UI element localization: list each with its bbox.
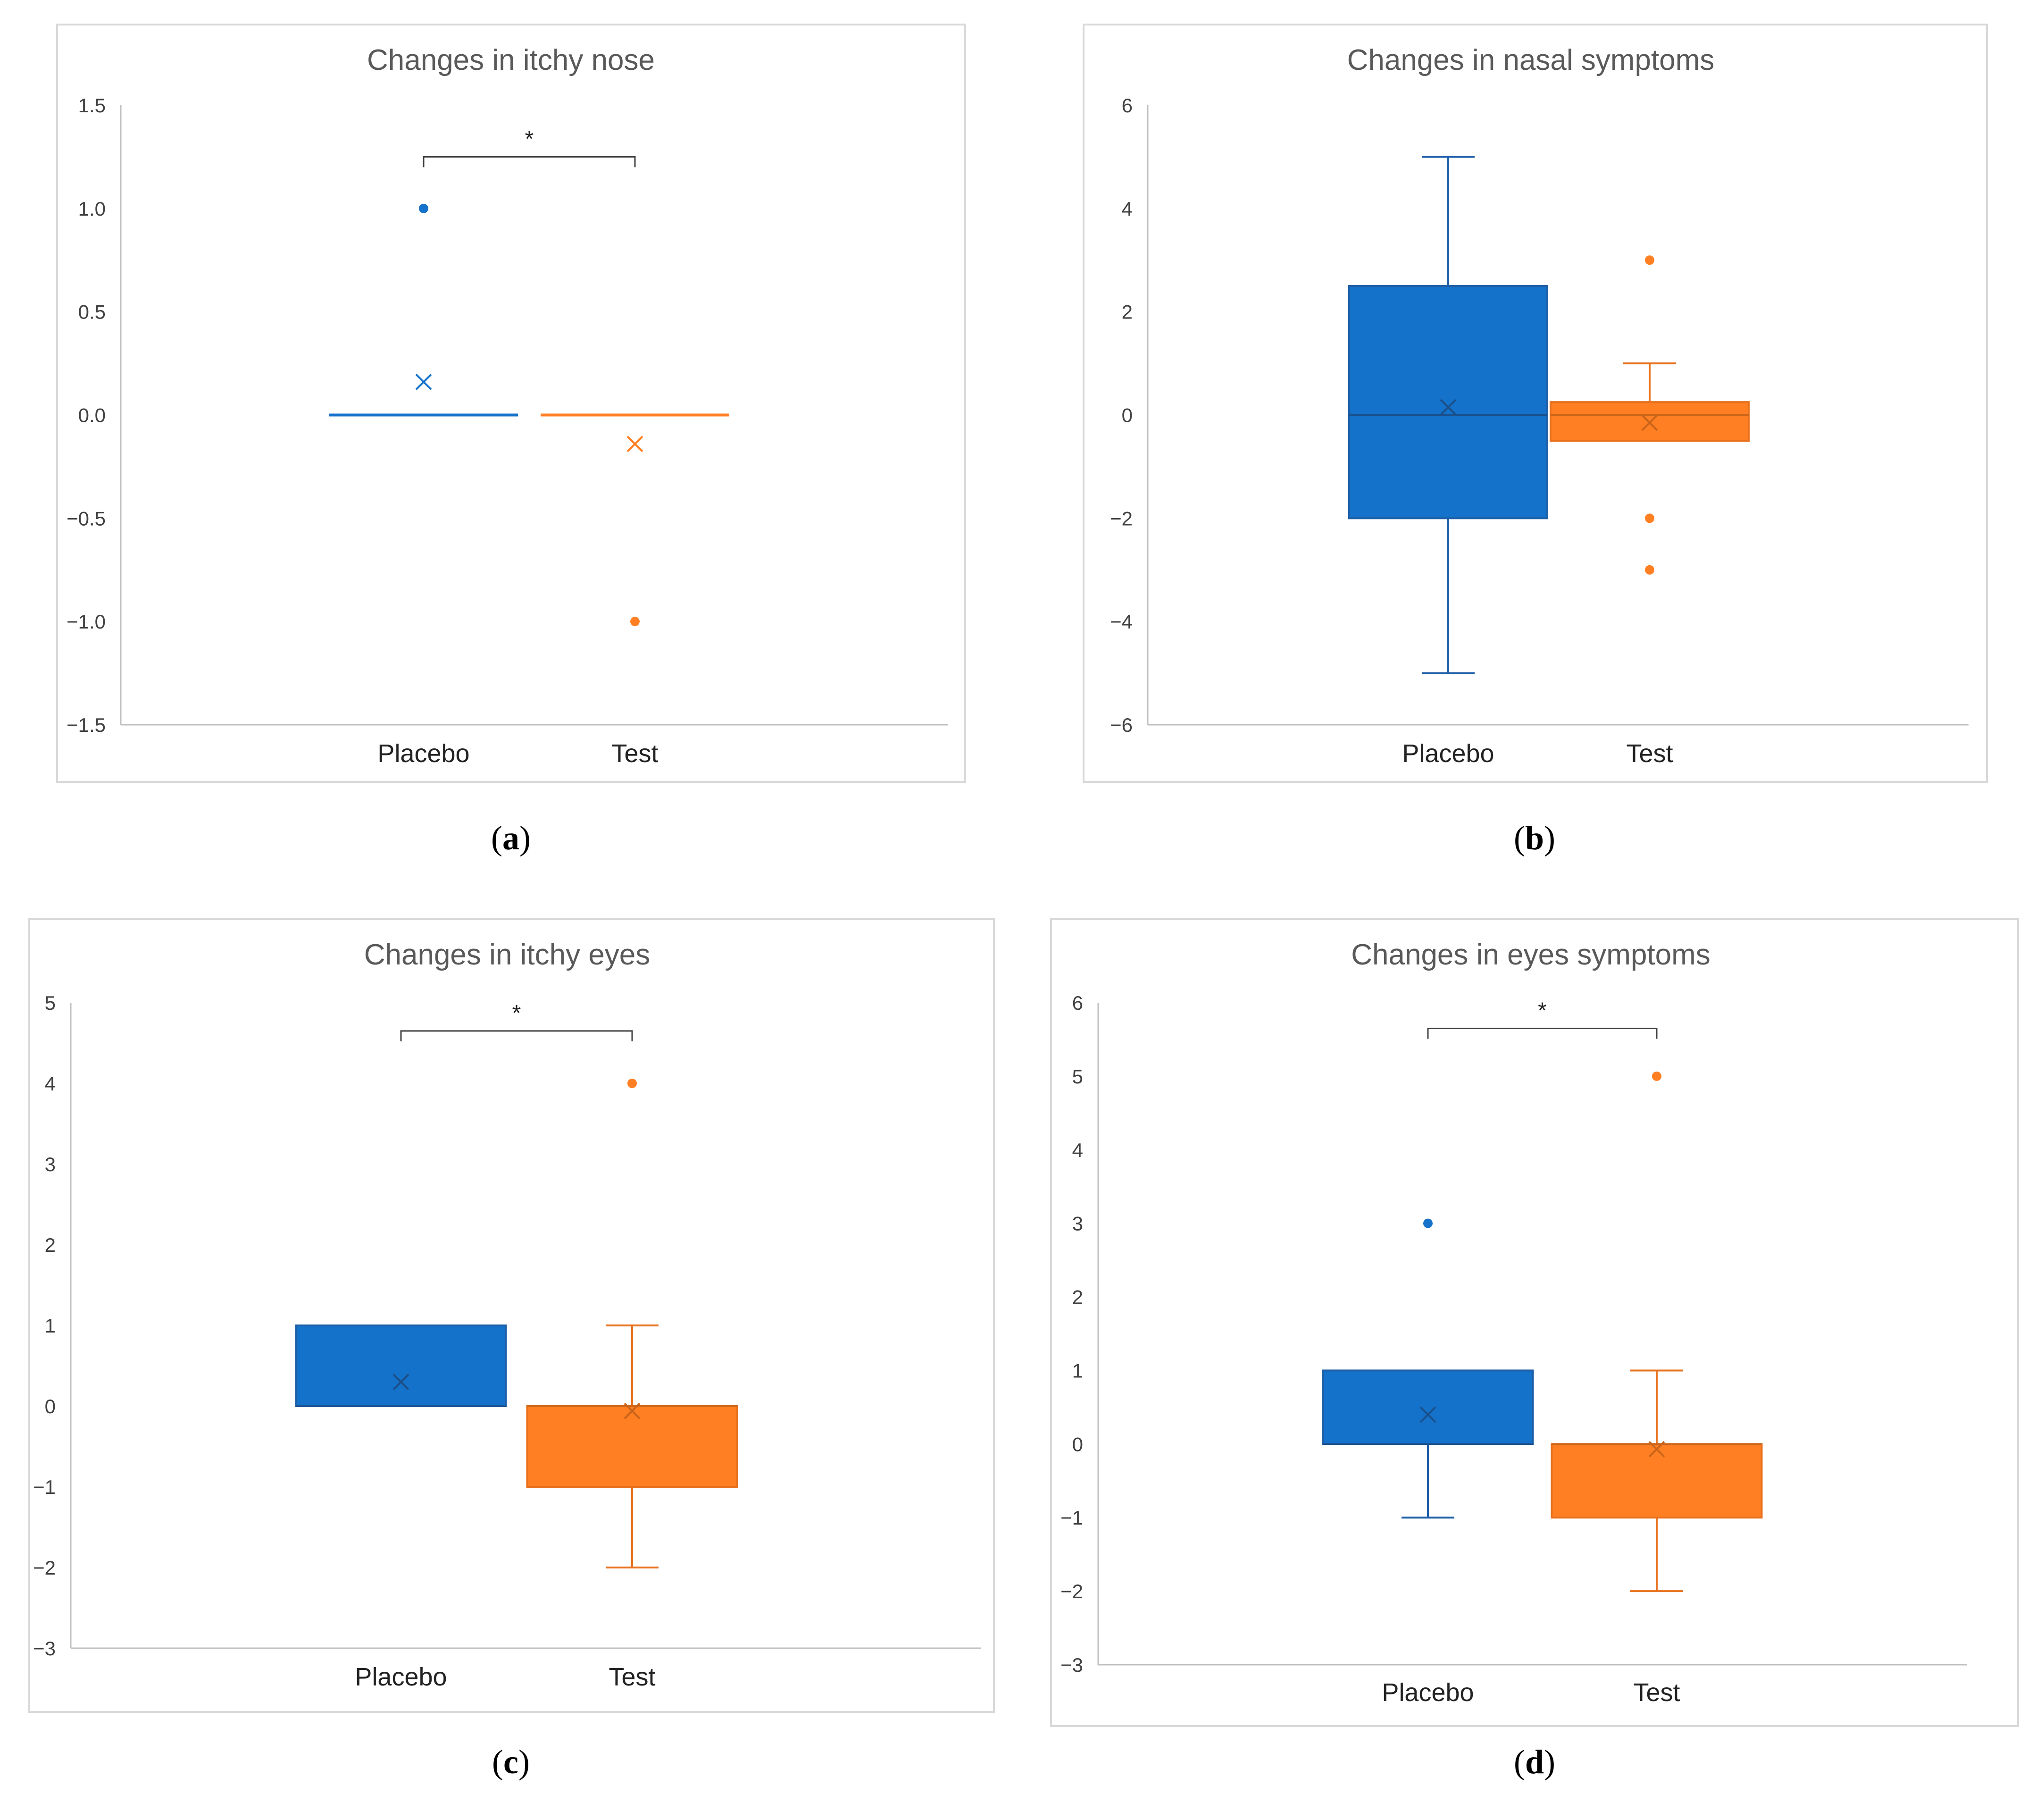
mean-marker: [626, 436, 643, 453]
box-iqr: [1551, 1443, 1763, 1519]
y-tick-label: −1: [1060, 1507, 1083, 1529]
y-tick-label: 5: [45, 992, 56, 1014]
chart-frame: [56, 24, 966, 783]
chart-title: Changes in nasal symptoms: [1347, 44, 1715, 76]
mean-marker: [1641, 414, 1658, 431]
y-tick-label: −3: [1060, 1654, 1083, 1676]
y-tick-label: −4: [1110, 611, 1133, 633]
y-tick-label: 3: [45, 1153, 56, 1175]
significance-star: *: [1538, 998, 1547, 1023]
outlier-point: [1645, 565, 1654, 575]
y-tick-label: −2: [33, 1557, 56, 1579]
x-category-label: Placebo: [1382, 1678, 1474, 1707]
panel-caption: (c): [492, 1743, 530, 1781]
chart-frame: [1050, 918, 2019, 1727]
outlier-point: [630, 617, 640, 627]
panel-a: Changes in itchy nose (a) −1.5 −1.0 −0.5 0.…: [56, 24, 966, 857]
plot-area: −1.5 −1.0 −0.5 0.0 0.5 1.0 1.5 Placebo Test *: [67, 94, 948, 768]
outlier-point: [627, 1079, 637, 1088]
box-iqr: [1348, 285, 1548, 520]
x-category-label: Placebo: [355, 1663, 447, 1691]
y-tick-label: 4: [45, 1073, 56, 1095]
outlier-point: [1423, 1218, 1433, 1228]
y-tick-label: 4: [1122, 198, 1133, 220]
y-tick-label: 2: [1072, 1286, 1083, 1308]
panel-d: Changes in eyes symptoms (d) −3 −2 −1 0 1 2 3 4…: [1050, 918, 2019, 1781]
box-iqr: [1322, 1369, 1534, 1445]
significance-star: *: [512, 1001, 521, 1026]
y-tick-label: −0.5: [67, 507, 106, 529]
x-category-label: Placebo: [377, 739, 469, 768]
significance-bracket: [1427, 1028, 1658, 1039]
y-tick-label: −3: [33, 1637, 56, 1660]
mean-marker: [392, 1374, 409, 1391]
outlier-point: [419, 203, 428, 213]
mean-marker: [415, 374, 432, 390]
outlier-point: [1652, 1071, 1661, 1081]
y-tick-label: 5: [1072, 1065, 1083, 1088]
y-tick-label: 2: [1122, 301, 1133, 323]
y-tick-label: 2: [45, 1234, 56, 1256]
plot-area: −3 −2 −1 0 1 2 3 4 5 Placebo Test *: [33, 992, 981, 1691]
chart-title: Changes in itchy eyes: [364, 939, 651, 971]
mean-marker: [1648, 1441, 1665, 1458]
x-category-label: Test: [609, 1663, 655, 1691]
y-tick-label: 6: [1122, 94, 1133, 117]
significance-bracket: [400, 1030, 633, 1041]
significance-bracket: [423, 156, 636, 168]
y-tick-label: −2: [1110, 507, 1133, 529]
box-iqr: [526, 1405, 738, 1488]
y-tick-label: −6: [1110, 714, 1133, 736]
panel-c: Changes in itchy eyes (c) −3 −2 −1 0 1 2 3 4 5 Pl…: [28, 918, 995, 1781]
y-tick-label: 1.5: [78, 94, 106, 117]
panel-caption: (b): [1514, 819, 1555, 857]
mean-marker: [1419, 1406, 1436, 1423]
x-category-label: Placebo: [1402, 739, 1494, 768]
y-tick-label: 0: [45, 1395, 56, 1417]
significance-star: *: [525, 126, 534, 151]
chart-title: Changes in itchy nose: [367, 44, 655, 76]
panel-caption: (d): [1514, 1743, 1555, 1781]
y-tick-label: 3: [1072, 1213, 1083, 1235]
y-tick-label: −1: [33, 1476, 56, 1498]
panel-b: Changes in nasal symptoms (b) −6 −4 −2 0 2 4 6…: [1083, 24, 1988, 857]
chart-frame: [28, 918, 995, 1713]
outlier-point: [1645, 255, 1654, 265]
x-category-label: Test: [1633, 1678, 1680, 1707]
panel-caption: (a): [491, 819, 531, 857]
y-tick-label: 4: [1072, 1139, 1083, 1161]
x-category-label: Test: [1626, 739, 1673, 768]
y-tick-label: −1.0: [67, 611, 106, 633]
chart-title: Changes in eyes symptoms: [1351, 939, 1710, 971]
mean-marker: [624, 1402, 641, 1419]
y-tick-label: 0: [1122, 404, 1133, 427]
y-tick-label: −2: [1060, 1580, 1083, 1602]
y-tick-label: −1.5: [67, 714, 106, 736]
plot-area: −6 −4 −2 0 2 4 6 Placebo Test: [1110, 94, 1969, 768]
mean-marker: [1440, 399, 1457, 416]
x-category-label: Test: [611, 739, 658, 768]
y-tick-label: 1.0: [78, 198, 106, 220]
plot-area: −3 −2 −1 0 1 2 3 4 5 6 Placebo Test *: [1060, 992, 1967, 1707]
y-tick-label: 1: [1072, 1359, 1083, 1382]
y-tick-label: 0: [1072, 1433, 1083, 1455]
y-tick-label: 0.0: [78, 404, 106, 427]
box-iqr: [295, 1325, 507, 1407]
y-tick-label: 1: [45, 1315, 56, 1337]
y-tick-label: 0.5: [78, 301, 106, 323]
outlier-point: [1645, 513, 1654, 523]
y-tick-label: 6: [1072, 992, 1083, 1014]
